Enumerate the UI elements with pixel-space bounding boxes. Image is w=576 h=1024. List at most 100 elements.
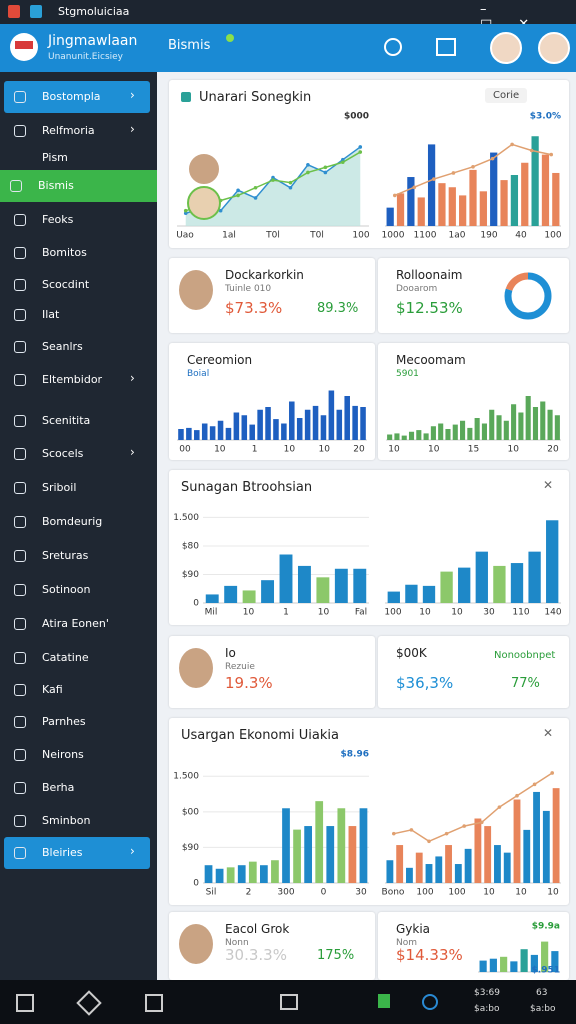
sidebar-item[interactable]: Bomdeurig	[4, 506, 150, 538]
sidebar-arrow: ›	[130, 122, 135, 136]
sidebar-icon	[14, 847, 26, 859]
avatar[interactable]	[490, 32, 522, 64]
sidebar-item[interactable]: Kafi	[4, 674, 150, 706]
point	[550, 771, 554, 775]
bar	[359, 808, 368, 883]
sidebar-item[interactable]: Relfmoria ›	[4, 115, 150, 147]
sidebar-item[interactable]: Scocels ›	[4, 438, 150, 470]
sidebar-item[interactable]: Bleiries ›	[4, 837, 150, 869]
taskbar-back[interactable]	[76, 990, 102, 1016]
point	[444, 831, 449, 836]
sidebar-item[interactable]: Berha	[4, 772, 150, 804]
bar	[386, 207, 394, 226]
bar	[469, 169, 477, 226]
taskbar-app[interactable]	[378, 994, 390, 1008]
app-icon	[8, 5, 20, 18]
sidebar-item[interactable]: Scenitita	[4, 405, 150, 437]
sidebar-arrow: ›	[130, 371, 135, 385]
panel-title: Sunagan Btroohsian	[181, 480, 313, 495]
bar	[547, 409, 553, 440]
avatar[interactable]	[538, 32, 570, 64]
bar	[458, 567, 471, 603]
sidebar-item[interactable]: Catatine	[4, 642, 150, 674]
sidebar-item[interactable]: Sriboil	[4, 472, 150, 504]
bar	[552, 788, 560, 883]
bar	[510, 563, 524, 603]
sidebar-item[interactable]: Pism	[4, 142, 150, 174]
bar	[503, 852, 511, 883]
bar	[242, 590, 256, 603]
sidebar-item[interactable]: Parnhes	[4, 706, 150, 738]
stat-card: Eacol Grok Nonn 30.3.3% 175%	[169, 912, 375, 980]
sidebar-item[interactable]: Atira Eonen'	[4, 608, 150, 640]
avatar	[179, 270, 213, 310]
sidebar-item[interactable]: Seanlrs	[4, 331, 150, 363]
bar	[464, 848, 472, 883]
brand: Jingmawlaan	[48, 33, 138, 49]
sidebar-label: Bostompla	[42, 90, 101, 103]
collapse-icon[interactable]: ✕	[543, 478, 554, 492]
x-tick-label: 10	[451, 608, 463, 618]
sidebar-icon	[14, 716, 26, 728]
sidebar-item[interactable]: Scocdint	[4, 269, 150, 301]
x-tick-label: 15	[468, 445, 479, 455]
taskbar-apps[interactable]	[145, 994, 163, 1012]
stat-card: Mecoomam 5901 10 10 15 10 20	[378, 343, 569, 460]
sidebar-item[interactable]: Bismis	[0, 170, 157, 202]
bar	[440, 571, 453, 603]
y-tick-label: 0	[193, 879, 199, 889]
card-change: 175%	[317, 948, 355, 963]
x-tick-label: 10	[508, 445, 520, 455]
bar	[386, 860, 394, 883]
sidebar-item[interactable]: Sotinoon	[4, 574, 150, 606]
bar	[394, 433, 400, 440]
bar	[387, 434, 393, 440]
bar	[427, 144, 436, 226]
sidebar-item[interactable]: Sminbon	[4, 805, 150, 837]
bar	[479, 191, 487, 226]
taskbar-app[interactable]	[422, 994, 438, 1010]
x-tick-label: 0	[321, 888, 327, 898]
x-tick-label: 10	[483, 888, 495, 898]
bar	[532, 407, 539, 440]
bar	[511, 404, 517, 440]
sidebar-item[interactable]: Neirons	[4, 739, 150, 771]
sidebar-item[interactable]: Bostompla ›	[4, 81, 150, 113]
x-tick-label: Mil	[205, 608, 218, 618]
chart-note: $000	[344, 112, 369, 122]
button[interactable]: Corie	[485, 88, 528, 103]
bar	[241, 415, 248, 440]
x-tick-label: 10	[214, 445, 226, 455]
taskbar-window[interactable]	[280, 994, 298, 1010]
bar	[315, 801, 324, 883]
point	[358, 150, 363, 154]
card-value: $36,3%	[396, 674, 454, 692]
bar	[320, 415, 327, 440]
bar	[248, 861, 257, 883]
sidebar-label: Scocels	[42, 447, 84, 460]
x-tick-label: 10	[428, 445, 440, 455]
bar	[316, 577, 330, 603]
sidebar-item[interactable]: Feoks	[4, 204, 150, 236]
card-subtitle: Boial	[187, 369, 210, 379]
logo	[10, 33, 38, 61]
sidebar-item[interactable]: Bomitos	[4, 237, 150, 269]
chart-note: $9.9a	[532, 922, 560, 932]
header-tab[interactable]: Bismis	[168, 38, 211, 53]
sidebar-item[interactable]: Eltembidor ›	[4, 364, 150, 396]
collapse-icon[interactable]: ✕	[543, 726, 554, 740]
sidebar-item[interactable]: Sreturas	[4, 540, 150, 572]
search-icon[interactable]	[384, 38, 402, 56]
bar	[261, 580, 275, 603]
sidebar-item[interactable]: Ilat	[4, 299, 150, 331]
chart-note: $3.0%	[530, 112, 561, 122]
bar	[551, 951, 559, 972]
bar	[204, 865, 213, 883]
bar	[484, 826, 492, 883]
x-tick-label: 10	[318, 445, 330, 455]
sidebar-label: Berha	[42, 781, 75, 794]
taskbar-home[interactable]	[16, 994, 34, 1012]
header: Jingmawlaan Unanunit.Eicsiey Bismis	[0, 24, 576, 72]
home-icon[interactable]	[436, 38, 456, 56]
bar	[406, 867, 413, 883]
